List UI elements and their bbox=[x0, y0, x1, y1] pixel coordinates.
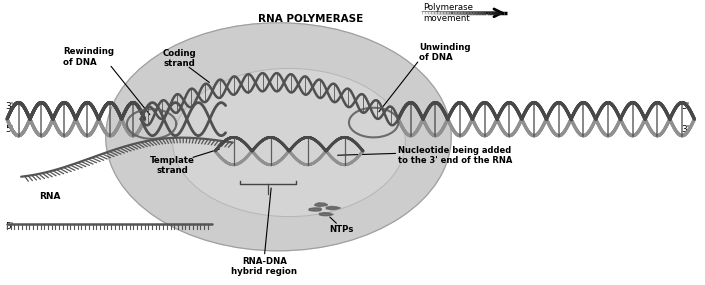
Ellipse shape bbox=[173, 68, 405, 217]
Text: Unwinding
of DNA: Unwinding of DNA bbox=[419, 43, 471, 62]
Text: 5': 5' bbox=[681, 102, 689, 111]
Text: Polymerase
movement: Polymerase movement bbox=[423, 3, 473, 23]
Polygon shape bbox=[309, 208, 321, 211]
Text: Rewinding
of DNA: Rewinding of DNA bbox=[63, 47, 114, 67]
Ellipse shape bbox=[106, 23, 451, 251]
Text: RNA-DNA
hybrid region: RNA-DNA hybrid region bbox=[231, 257, 298, 276]
Text: RNA POLYMERASE: RNA POLYMERASE bbox=[257, 13, 363, 24]
Text: Template
strand: Template strand bbox=[150, 156, 195, 175]
Text: 5': 5' bbox=[6, 125, 14, 134]
Text: 5': 5' bbox=[6, 222, 14, 231]
Polygon shape bbox=[314, 203, 328, 206]
Text: Coding
strand: Coding strand bbox=[163, 49, 197, 68]
Text: 3': 3' bbox=[681, 125, 689, 134]
Polygon shape bbox=[326, 206, 341, 210]
Text: RNA: RNA bbox=[39, 192, 60, 201]
Text: NTPs: NTPs bbox=[330, 225, 354, 234]
Polygon shape bbox=[319, 213, 333, 216]
Text: 3': 3' bbox=[6, 102, 14, 111]
Text: Nucleotide being added
to the 3' end of the RNA: Nucleotide being added to the 3' end of … bbox=[398, 146, 513, 165]
